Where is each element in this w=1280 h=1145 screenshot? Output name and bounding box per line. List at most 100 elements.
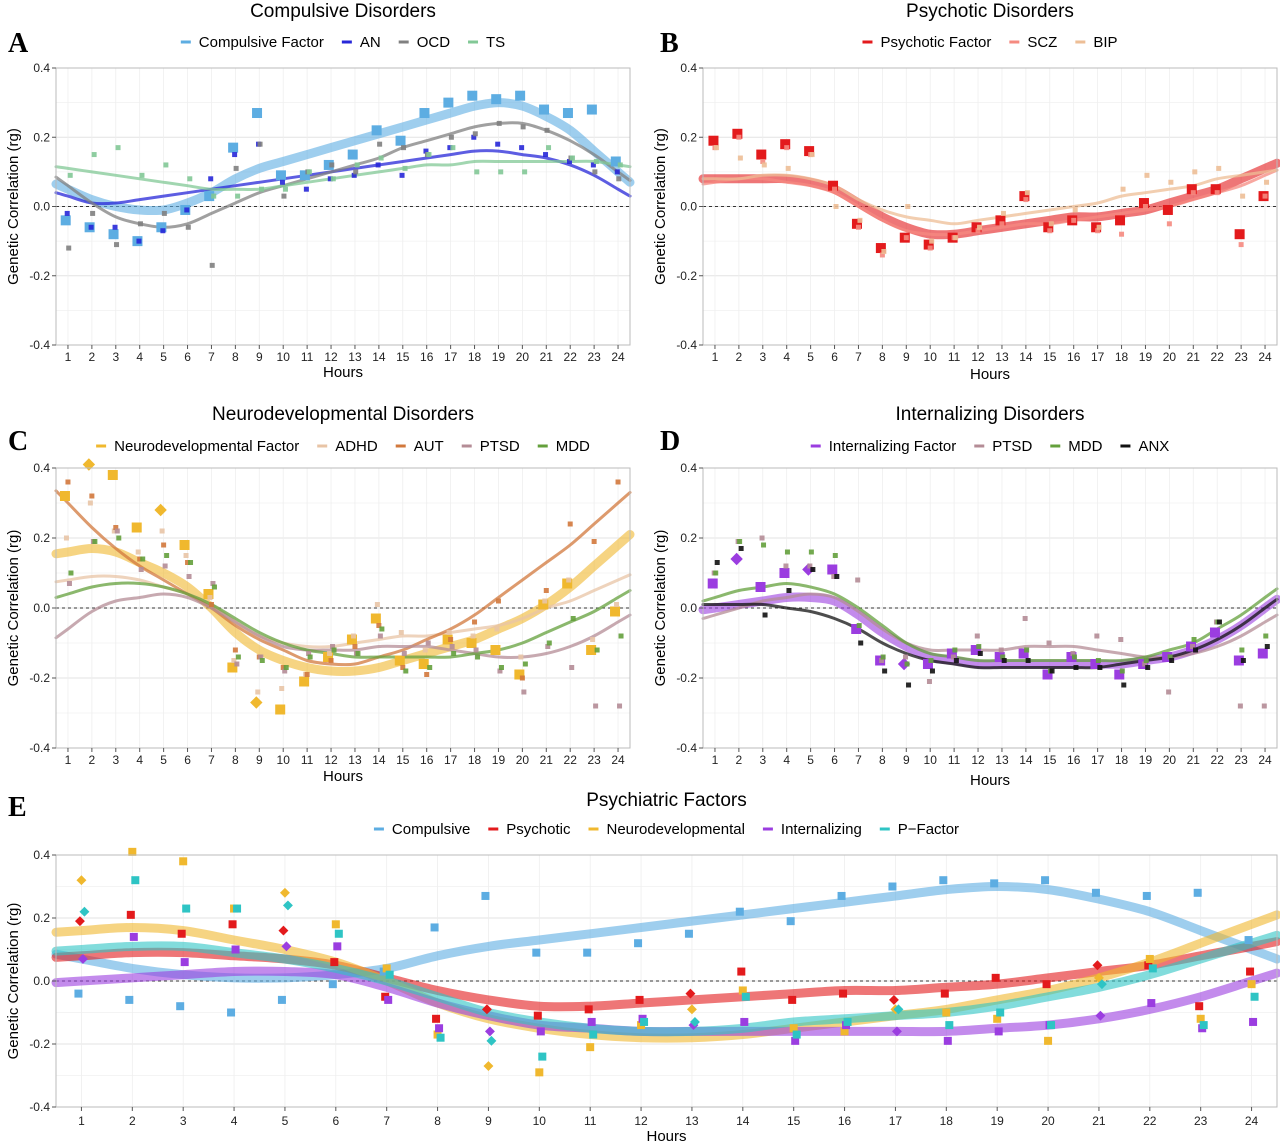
- data-point: [164, 553, 170, 558]
- legend-item: TS: [468, 34, 505, 51]
- x-tick-label: 18: [468, 350, 482, 364]
- legend-label: PTSD: [480, 438, 520, 455]
- data-point: [497, 668, 503, 674]
- data-point: [486, 1035, 497, 1046]
- x-tick-label: 6: [831, 753, 838, 767]
- data-point: [179, 857, 188, 866]
- data-point: [207, 595, 213, 600]
- data-point: [65, 479, 71, 485]
- data-point: [329, 162, 335, 168]
- data-point: [786, 917, 795, 926]
- data-point: [1119, 668, 1125, 674]
- data-point: [484, 1026, 495, 1037]
- x-tick-label: 1: [712, 753, 719, 767]
- data-point: [64, 210, 70, 216]
- trend-lines: [51, 882, 1280, 1043]
- data-point: [1046, 640, 1052, 646]
- data-point: [481, 891, 490, 900]
- data-point: [1138, 198, 1149, 209]
- data-point: [1144, 961, 1153, 970]
- data-point: [827, 564, 838, 575]
- data-point: [92, 539, 98, 544]
- legend-label: AN: [360, 34, 381, 51]
- data-point: [1239, 647, 1245, 653]
- x-tick-label: 19: [492, 753, 506, 767]
- y-tick-label: 0.4: [680, 61, 697, 75]
- data-point: [521, 689, 527, 695]
- y-tick-label: 0.0: [33, 200, 50, 214]
- data-point: [689, 1016, 700, 1027]
- trend-line-ptsd: [54, 592, 632, 659]
- y-tick-label: 0.4: [33, 61, 50, 75]
- data-point: [303, 186, 309, 192]
- data-point: [735, 907, 744, 916]
- x-tick-label: 13: [995, 350, 1009, 364]
- data-point: [545, 644, 551, 649]
- y-tick-label: -0.2: [29, 671, 50, 685]
- x-tick-label: 3: [112, 350, 119, 364]
- data-point: [1142, 661, 1148, 667]
- x-tick-label: 9: [903, 350, 910, 364]
- data-point: [1118, 637, 1124, 642]
- panel-title: Psychotic Disorders: [906, 1, 1074, 22]
- y-tick-label: 0.0: [33, 601, 50, 615]
- data-point: [1143, 658, 1149, 663]
- data-point: [1121, 682, 1127, 688]
- data-point: [227, 662, 238, 673]
- x-tick-label: 3: [759, 350, 766, 364]
- data-point: [1090, 659, 1101, 669]
- data-point: [761, 162, 767, 168]
- data-point: [1257, 648, 1268, 659]
- data-point: [942, 1008, 951, 1017]
- data-point: [1025, 658, 1031, 663]
- x-tick-label: 4: [783, 753, 790, 767]
- data-point: [851, 624, 862, 634]
- y-axis: 0.4 0.2 0.0 -0.2 -0.4: [676, 461, 703, 755]
- legend-label: OCD: [417, 34, 451, 51]
- legend-item: Compulsive: [373, 821, 470, 838]
- y-tick-label: 0.2: [33, 531, 50, 545]
- data-point: [113, 525, 119, 530]
- data-point: [1216, 619, 1222, 625]
- data-point: [436, 1033, 445, 1042]
- x-tick-label: 12: [971, 753, 985, 767]
- data-point: [275, 170, 286, 181]
- x-tick-label: 10: [277, 753, 291, 767]
- data-point: [204, 191, 215, 202]
- data-point: [857, 217, 863, 223]
- x-axis-title: Hours: [323, 364, 363, 381]
- data-point: [1192, 169, 1198, 175]
- data-points: [707, 535, 1270, 709]
- data-point: [1145, 954, 1154, 963]
- data-point: [63, 535, 69, 541]
- x-tick-label: 13: [995, 753, 1009, 767]
- data-point: [804, 146, 815, 157]
- data-point: [259, 186, 265, 192]
- x-tick-label: 16: [1067, 753, 1081, 767]
- y-tick-label: 0.0: [680, 601, 697, 615]
- data-point: [1047, 1021, 1056, 1030]
- data-point: [784, 549, 790, 555]
- data-point: [759, 535, 765, 541]
- data-point: [138, 567, 144, 572]
- x-tick-label: 3: [112, 753, 119, 767]
- x-tick-label: 7: [208, 350, 215, 364]
- data-point: [252, 108, 263, 119]
- data-point: [1042, 980, 1051, 989]
- data-point: [211, 193, 217, 199]
- data-point: [304, 672, 310, 677]
- data-point: [1238, 242, 1244, 248]
- legend-item: SCZ: [1009, 34, 1057, 51]
- data-point: [495, 598, 501, 604]
- data-point: [451, 651, 457, 656]
- legend-label: MDD: [556, 438, 590, 455]
- x-axis-title: Hours: [323, 768, 363, 785]
- data-point: [384, 995, 393, 1004]
- data-point: [419, 108, 430, 119]
- data-point: [737, 539, 743, 544]
- data-point: [162, 563, 168, 569]
- data-point: [398, 630, 404, 635]
- y-tick-label: -0.4: [676, 741, 697, 755]
- data-point: [371, 125, 382, 136]
